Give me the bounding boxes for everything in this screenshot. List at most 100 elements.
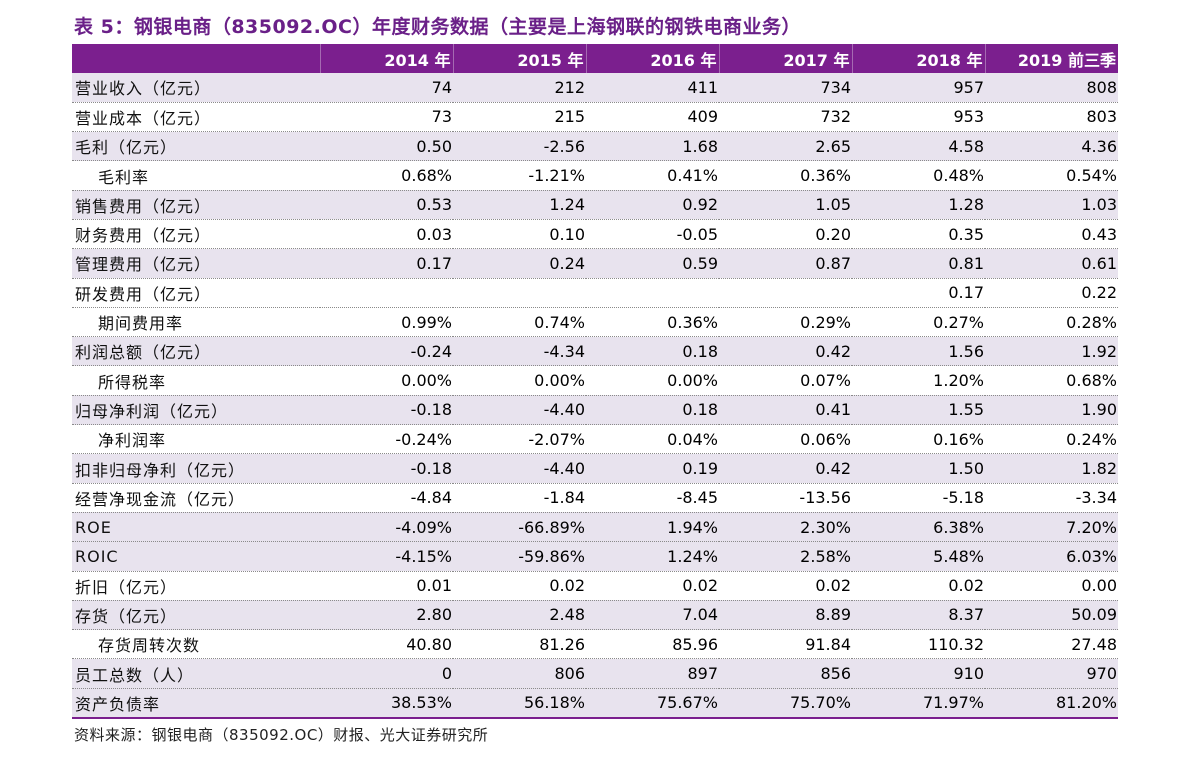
table-cell: 0.41 (719, 395, 852, 426)
table-cell: 40.80 (320, 629, 453, 660)
table-cell: 0.17 (852, 278, 985, 308)
table-cell: 1.92 (985, 336, 1118, 367)
row-label: 经营净现金流（亿元） (72, 483, 320, 513)
table-row: ROIC -4.15% -59.86% 1.24% 2.58% 5.48% 6.03% (72, 541, 1118, 572)
table-row: 归母净利润（亿元） -0.18 -4.40 0.18 0.41 1.55 1.90 (72, 395, 1118, 426)
table-cell: 957 (852, 73, 985, 103)
table-row: 存货（亿元） 2.80 2.48 7.04 8.89 8.37 50.09 (72, 600, 1118, 631)
table-cell: -4.40 (453, 395, 586, 426)
header-year-2017: 2017 年 (719, 44, 853, 73)
table-cell (586, 278, 719, 308)
table-cell: -0.05 (586, 219, 719, 250)
table-row: 毛利（亿元） 0.50 -2.56 1.68 2.65 4.58 4.36 (72, 131, 1118, 162)
financial-data-table: 2014 年 2015 年 2016 年 2017 年 2018 年 2019 … (72, 44, 1118, 719)
row-label: 扣非归母净利（亿元） (72, 453, 320, 484)
table-cell: 1.05 (719, 190, 852, 220)
row-label: 归母净利润（亿元） (72, 395, 320, 426)
table-cell: 0.01 (320, 571, 453, 601)
table-cell: 0.00% (586, 365, 719, 396)
row-label: 期间费用率 (72, 307, 320, 338)
table-cell: 0.04% (586, 424, 719, 455)
table-cell: -4.40 (453, 453, 586, 484)
table-cell: 6.03% (985, 541, 1118, 572)
table-cell: 1.90 (985, 395, 1118, 426)
table-cell: 81.20% (985, 688, 1118, 719)
table-row: 管理费用（亿元） 0.17 0.24 0.59 0.87 0.81 0.61 (72, 248, 1118, 279)
table-cell: -0.24 (320, 336, 453, 367)
row-label: 营业收入（亿元） (72, 73, 320, 103)
table-row: 存货周转次数 40.80 81.26 85.96 91.84 110.32 27.48 (72, 629, 1118, 660)
table-cell: 732 (719, 102, 852, 133)
table-cell: 6.38% (852, 512, 985, 543)
row-label: 存货周转次数 (72, 629, 320, 660)
table-cell: 0.16% (852, 424, 985, 455)
table-cell: -0.18 (320, 453, 453, 484)
table-cell: -4.15% (320, 541, 453, 572)
table-cell: 1.24% (586, 541, 719, 572)
table-row: 资产负债率 38.53% 56.18% 75.67% 75.70% 71.97% 81.20… (72, 688, 1118, 719)
table-cell: 0.00 (985, 571, 1118, 601)
table-row: 员工总数（人） 0 806 897 856 910 970 (72, 658, 1118, 689)
table-cell: -66.89% (453, 512, 586, 543)
table-cell: 734 (719, 73, 852, 103)
table-header-row: 2014 年 2015 年 2016 年 2017 年 2018 年 2019 … (72, 44, 1118, 73)
table-cell: 0.00% (453, 365, 586, 396)
table-cell: 0.36% (586, 307, 719, 338)
table-cell: -59.86% (453, 541, 586, 572)
row-label: ROIC (72, 541, 320, 572)
table-cell: -2.56 (453, 131, 586, 162)
table-cell: 0.74% (453, 307, 586, 338)
table-cell: -13.56 (719, 483, 852, 513)
table-cell: 91.84 (719, 629, 852, 660)
table-cell: 0.07% (719, 365, 852, 396)
table-cell: -4.34 (453, 336, 586, 367)
table-cell: 0.99% (320, 307, 453, 338)
table-cell: 0.10 (453, 219, 586, 250)
table-row: 净利润率 -0.24% -2.07% 0.04% 0.06% 0.16% 0.24% (72, 424, 1118, 455)
table-cell: 970 (985, 658, 1118, 689)
table-cell: 409 (586, 102, 719, 133)
table-cell: 0.81 (852, 248, 985, 279)
row-label: 折旧（亿元） (72, 571, 320, 601)
table-cell: 0.36% (719, 160, 852, 191)
table-cell: 1.50 (852, 453, 985, 484)
table-cell: 0.42 (719, 453, 852, 484)
table-cell: 5.48% (852, 541, 985, 572)
table-cell: -5.18 (852, 483, 985, 513)
table-cell: 74 (320, 73, 453, 103)
row-label: ROE (72, 512, 320, 543)
table-cell: 411 (586, 73, 719, 103)
header-year-2015: 2015 年 (453, 44, 587, 73)
table-cell: 0.03 (320, 219, 453, 250)
table-cell (320, 278, 453, 308)
table-cell: 0.22 (985, 278, 1118, 308)
row-label: 毛利率 (72, 160, 320, 191)
table-cell: 0.24% (985, 424, 1118, 455)
table-cell: 803 (985, 102, 1118, 133)
table-cell: 2.65 (719, 131, 852, 162)
table-cell: -8.45 (586, 483, 719, 513)
row-label: 存货（亿元） (72, 600, 320, 631)
row-label: 所得税率 (72, 365, 320, 396)
table-cell: 8.37 (852, 600, 985, 631)
table-row: 折旧（亿元） 0.01 0.02 0.02 0.02 0.02 0.00 (72, 571, 1118, 601)
header-year-2018: 2018 年 (852, 44, 986, 73)
row-label: 员工总数（人） (72, 658, 320, 689)
table-cell: 1.82 (985, 453, 1118, 484)
header-year-2019: 2019 前三季 (1017, 50, 1116, 70)
table-body: 营业收入（亿元） 74 212 411 734 957 808 营业成本（亿元） 73 215 40… (72, 73, 1118, 719)
table-cell: 808 (985, 73, 1118, 103)
table-cell: 0.28% (985, 307, 1118, 338)
table-cell: 2.48 (453, 600, 586, 631)
row-label: 资产负债率 (72, 688, 320, 719)
table-cell: 0 (320, 658, 453, 689)
table-cell: 0.41% (586, 160, 719, 191)
table-cell: 1.56 (852, 336, 985, 367)
table-cell: 56.18% (453, 688, 586, 719)
table-cell: 27.48 (985, 629, 1118, 660)
table-cell: -4.09% (320, 512, 453, 543)
table-cell: 0.17 (320, 248, 453, 279)
source-note: 资料来源：钢银电商（835092.OC）财报、光大证券研究所 (74, 726, 489, 744)
table-cell: 0.06% (719, 424, 852, 455)
table-row: 销售费用（亿元） 0.53 1.24 0.92 1.05 1.28 1.03 (72, 190, 1118, 220)
